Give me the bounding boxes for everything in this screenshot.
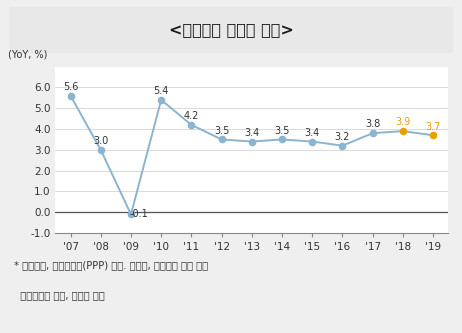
Text: 3.0: 3.0 (93, 136, 109, 146)
Text: <세계경제 성장률 추이>: <세계경제 성장률 추이> (169, 22, 293, 38)
Text: 전망치대비 상승, 하락을 의미: 전망치대비 상승, 하락을 의미 (14, 290, 104, 300)
Text: * 전년대비, 구매력평가(PPP) 기준. 붉은색, 파란색은 각각 전월: * 전년대비, 구매력평가(PPP) 기준. 붉은색, 파란색은 각각 전월 (14, 260, 208, 270)
Text: -0.1: -0.1 (129, 209, 148, 219)
Text: 3.7: 3.7 (426, 122, 441, 132)
Text: 3.4: 3.4 (244, 128, 260, 138)
Text: 5.6: 5.6 (63, 82, 78, 92)
Text: 3.8: 3.8 (365, 120, 380, 130)
Text: 3.4: 3.4 (304, 128, 320, 138)
Text: 3.9: 3.9 (395, 117, 410, 127)
Text: 4.2: 4.2 (184, 111, 199, 121)
Text: (YoY, %): (YoY, %) (8, 50, 48, 60)
Text: 3.5: 3.5 (274, 126, 290, 136)
Text: 3.2: 3.2 (335, 132, 350, 142)
Text: 3.5: 3.5 (214, 126, 229, 136)
Text: 5.4: 5.4 (153, 86, 169, 96)
